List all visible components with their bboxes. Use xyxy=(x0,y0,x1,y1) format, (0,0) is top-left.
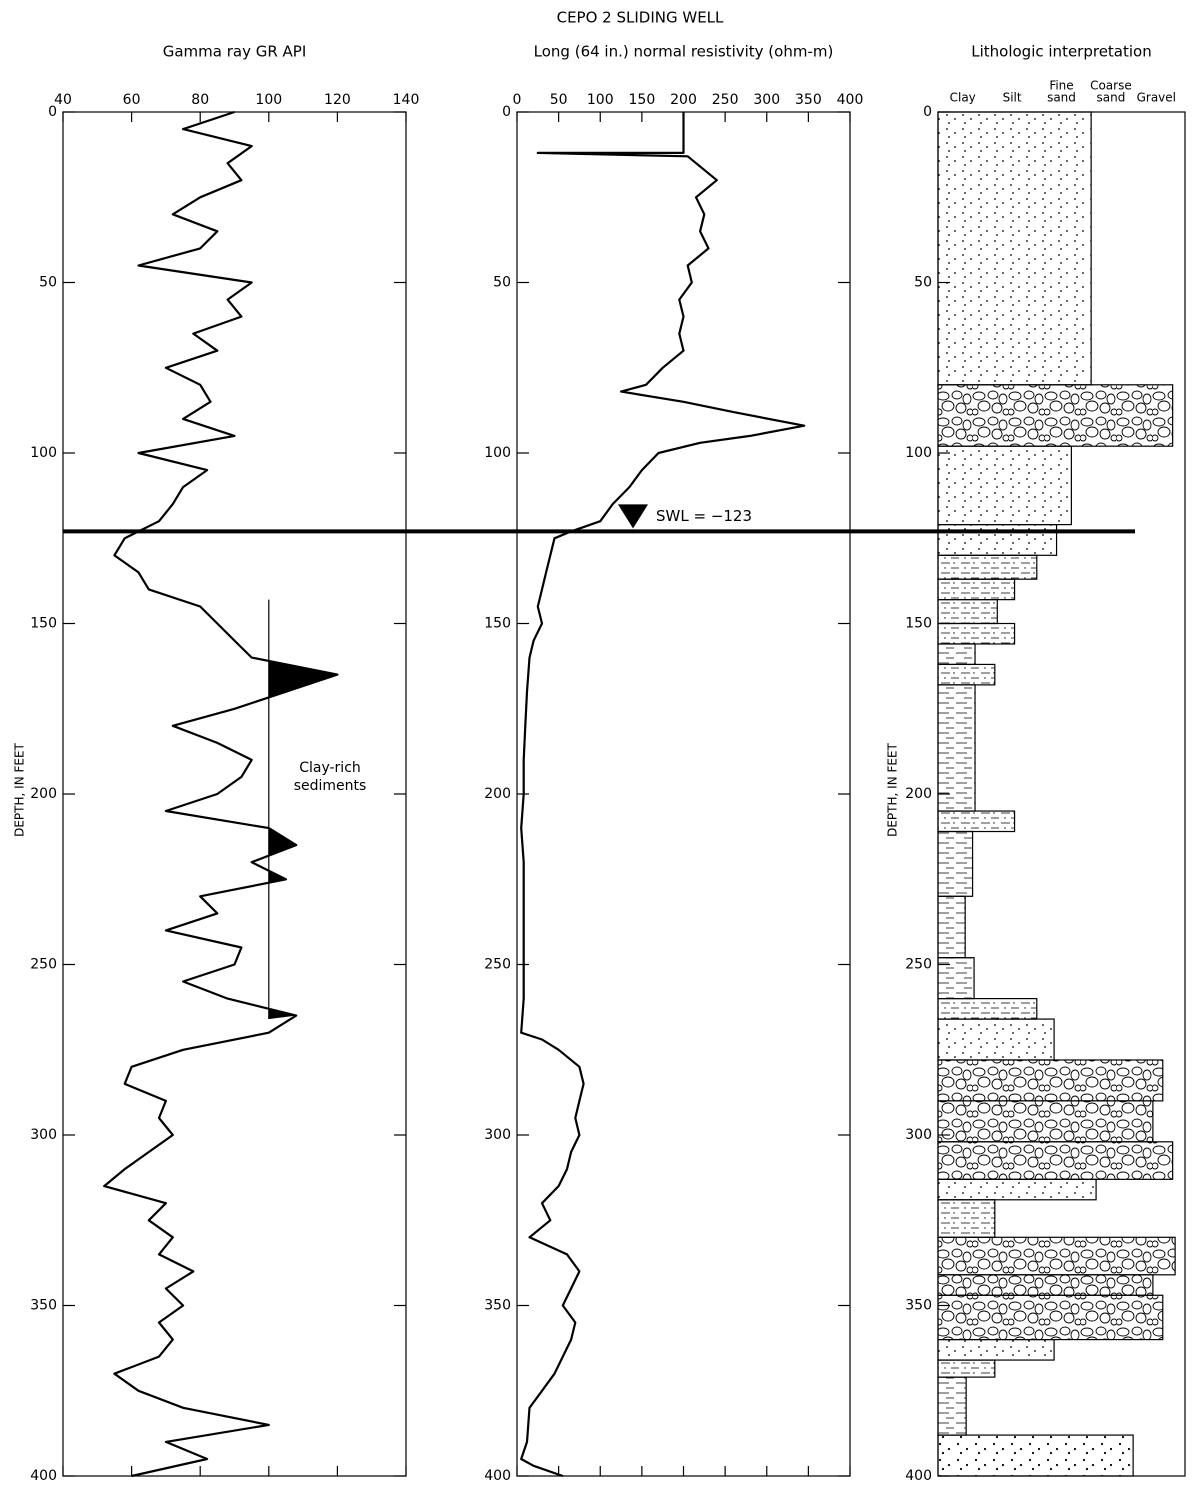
x-tick-label: 80 xyxy=(191,92,209,108)
panel-title: Gamma ray GR API xyxy=(163,43,307,61)
panel-frame xyxy=(62,111,407,1477)
y-tick-label: 150 xyxy=(905,616,932,632)
y-axis-label: DEPTH, IN FEET xyxy=(13,742,27,836)
x-tick-label: 100 xyxy=(255,92,282,108)
lithology-layer xyxy=(937,643,976,666)
log-curve xyxy=(520,112,806,1478)
column-header: sand xyxy=(1096,91,1125,105)
lithology-layer xyxy=(937,1359,996,1378)
lithology-layer xyxy=(937,1294,1164,1341)
y-tick-label: 100 xyxy=(30,445,57,461)
panel-title: Lithologic interpretation xyxy=(971,43,1151,61)
y-tick-label: 0 xyxy=(923,104,932,120)
x-tick-label: 0 xyxy=(513,92,522,108)
annotation: sediments xyxy=(294,778,367,794)
y-tick-label: 250 xyxy=(30,957,57,973)
lithology-layer xyxy=(937,957,975,1000)
y-tick-label: 50 xyxy=(914,275,932,291)
column-header: sand xyxy=(1047,91,1076,105)
x-tick-label: 140 xyxy=(393,92,420,108)
lithology-layer xyxy=(937,1434,1134,1477)
log-curve xyxy=(103,110,339,1478)
y-tick-label: 300 xyxy=(484,1127,511,1143)
lithology-layer xyxy=(937,810,1016,833)
x-tick-label: 40 xyxy=(54,92,72,108)
lithology-layer xyxy=(937,1100,1154,1143)
y-tick-label: 200 xyxy=(905,786,932,802)
lithology-layer xyxy=(937,524,1058,556)
y-tick-label: 250 xyxy=(905,957,932,973)
lithology-layer xyxy=(937,1018,1055,1061)
lithology-layer xyxy=(937,1274,1154,1296)
column-header: Fine xyxy=(1049,79,1073,93)
column-header: Coarse xyxy=(1090,79,1132,93)
x-tick-label: 60 xyxy=(123,92,141,108)
lithology-layer xyxy=(937,1059,1164,1102)
y-tick-label: 200 xyxy=(30,786,57,802)
x-tick-label: 150 xyxy=(629,92,656,108)
y-tick-label: 350 xyxy=(30,1298,57,1314)
x-tick-label: 100 xyxy=(587,92,614,108)
y-tick-label: 400 xyxy=(30,1468,57,1484)
y-tick-label: 100 xyxy=(484,445,511,461)
x-tick-label: 250 xyxy=(712,92,739,108)
annotation: Clay-rich xyxy=(299,760,361,776)
y-tick-label: 100 xyxy=(905,445,932,461)
column-header: Clay xyxy=(950,91,976,105)
lithology-layer xyxy=(937,578,1016,601)
panel-frame xyxy=(937,111,1186,1477)
column-header: Silt xyxy=(1003,91,1022,105)
y-axis-label: DEPTH, IN FEET xyxy=(886,742,900,836)
column-header: Gravel xyxy=(1137,91,1176,105)
y-tick-label: 150 xyxy=(484,616,511,632)
lithology-layer xyxy=(937,1199,996,1238)
lithology-layer xyxy=(937,599,998,625)
y-tick-label: 50 xyxy=(39,275,57,291)
x-tick-label: 200 xyxy=(670,92,697,108)
y-tick-label: 300 xyxy=(30,1127,57,1143)
lithology-layer xyxy=(937,1178,1097,1201)
y-tick-label: 150 xyxy=(30,616,57,632)
y-tick-label: 250 xyxy=(484,957,511,973)
lithology-layer xyxy=(937,997,1038,1020)
lithology-layer xyxy=(937,895,966,959)
x-tick-label: 50 xyxy=(550,92,568,108)
panel-frame xyxy=(516,111,851,1477)
panel-title: Long (64 in.) normal resistivity (ohm-m) xyxy=(534,43,834,61)
y-tick-label: 400 xyxy=(484,1468,511,1484)
lithology-layer xyxy=(937,684,976,812)
y-tick-label: 0 xyxy=(48,104,57,120)
lithology-layer xyxy=(937,1236,1176,1276)
y-tick-label: 350 xyxy=(905,1298,932,1314)
lithology-layer xyxy=(937,622,1016,645)
y-tick-label: 0 xyxy=(502,104,511,120)
y-tick-label: 50 xyxy=(493,275,511,291)
y-tick-label: 400 xyxy=(905,1468,932,1484)
x-tick-label: 400 xyxy=(837,92,864,108)
lithology-layer xyxy=(937,1141,1174,1180)
y-tick-label: 300 xyxy=(905,1127,932,1143)
lithology-layer xyxy=(937,830,974,897)
x-tick-label: 120 xyxy=(324,92,351,108)
x-tick-label: 350 xyxy=(795,92,822,108)
lithology-layer xyxy=(937,111,1092,386)
shaded-area xyxy=(268,599,338,1020)
lithology-layer xyxy=(937,384,1174,447)
swl-marker xyxy=(618,504,648,529)
y-tick-label: 200 xyxy=(484,786,511,802)
y-tick-label: 350 xyxy=(484,1298,511,1314)
lithology-layer xyxy=(937,663,996,686)
lithology-layer xyxy=(937,445,1072,526)
x-tick-label: 300 xyxy=(753,92,780,108)
swl-label: SWL = −123 xyxy=(656,507,752,525)
lithology-layer xyxy=(937,1338,1055,1361)
lithology-layer xyxy=(937,554,1038,580)
page-title: CEPO 2 SLIDING WELL xyxy=(557,9,724,27)
lithology-layer xyxy=(937,1376,967,1436)
